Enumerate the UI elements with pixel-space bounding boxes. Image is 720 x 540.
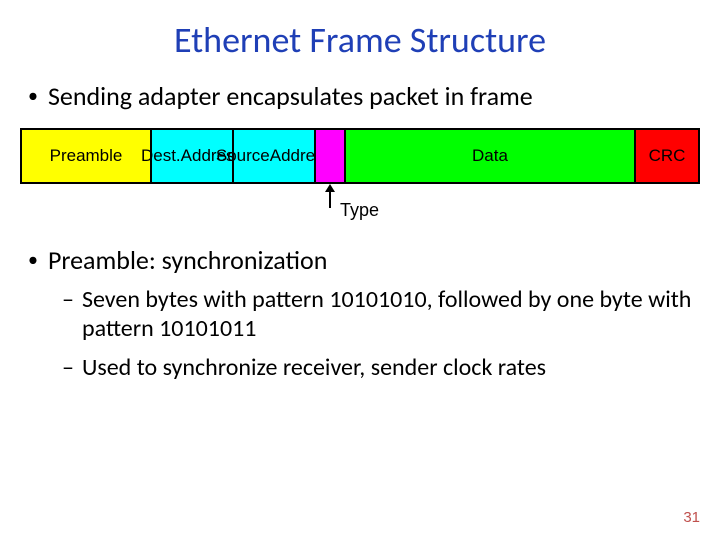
frame-field-4: Data [346,130,636,182]
bullet-main-2-text: Preamble: synchronization [48,244,327,276]
frame-field-2: SourceAddress [234,130,316,182]
bullet-sub-2-text: Used to synchronize receiver, sender clo… [82,354,546,383]
bullet-main-1: • Sending adapter encapsulates packet in… [0,80,720,112]
bullet-dash: – [62,286,74,315]
type-pointer: Type [20,184,720,224]
type-label: Type [340,200,379,221]
bullet-dash: – [62,354,74,383]
page-number: 31 [683,509,700,526]
bullet-dot: • [28,248,38,272]
frame-field-5: CRC [636,130,698,182]
bullet-sub-1-text: Seven bytes with pattern 10101010, follo… [82,286,700,344]
bullet-sub-2: – Used to synchronize receiver, sender c… [0,354,720,383]
page-title: Ethernet Frame Structure [0,0,720,80]
bullet-main-2: • Preamble: synchronization [0,244,720,276]
bullet-main-1-text: Sending adapter encapsulates packet in f… [48,80,533,112]
type-arrow-line [329,190,331,208]
bullet-dot: • [28,84,38,108]
frame-field-3 [316,130,346,182]
frame-field-0: Preamble [22,130,152,182]
title-text: Ethernet Frame Structure [174,18,546,62]
ethernet-frame-diagram: PreambleDest.AddressSourceAddressDataCRC [20,128,700,184]
bullet-sub-1: – Seven bytes with pattern 10101010, fol… [0,286,720,344]
